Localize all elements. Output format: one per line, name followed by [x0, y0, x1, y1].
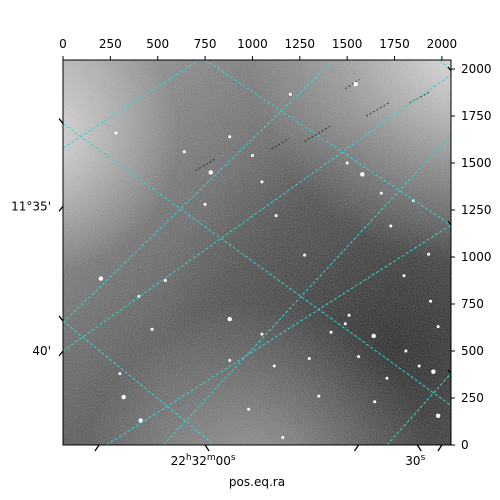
satellite-streak — [365, 102, 390, 117]
star — [98, 276, 104, 281]
right-grid-tick — [447, 66, 452, 72]
star — [429, 299, 433, 303]
top-x-tick-label: 1250 — [285, 37, 316, 51]
right-y-tick-label: 1250 — [461, 203, 492, 217]
star — [227, 316, 232, 322]
grid-line — [63, 60, 335, 324]
star — [329, 330, 333, 334]
star — [317, 394, 321, 398]
top-x-tick-label: 1500 — [332, 37, 363, 51]
top-x-tick-label: 500 — [146, 37, 169, 51]
star — [228, 358, 232, 362]
right-grid-tick — [447, 369, 452, 374]
top-x-tick-label: 0 — [59, 37, 67, 51]
right-y-tick-label: 1000 — [461, 250, 492, 264]
right-y-tick-label: 750 — [461, 297, 484, 311]
dec-minor-tick — [58, 315, 64, 322]
right-y-tick-label: 0 — [461, 438, 469, 452]
star — [208, 170, 213, 175]
ra-minor-tick — [94, 444, 100, 452]
right-grid-tick — [447, 220, 452, 226]
star — [114, 131, 118, 135]
grid-line — [63, 320, 215, 445]
star — [417, 364, 421, 368]
plot-frame — [62, 59, 452, 446]
top-x-tick-label: 750 — [194, 37, 217, 51]
dec-tick-label: 11°35' — [11, 199, 51, 213]
star — [150, 327, 154, 331]
ra-tick-label: 22h32m00s — [171, 453, 236, 468]
grid-line — [163, 134, 451, 445]
right-y-tick-label: 500 — [461, 344, 484, 358]
x-axis-label: pos.eq.ra — [229, 475, 285, 489]
satellite-streak — [344, 78, 360, 90]
star — [427, 252, 431, 256]
star — [250, 153, 254, 157]
star — [260, 180, 264, 184]
star — [228, 135, 232, 139]
grid-line — [386, 373, 451, 445]
ra-tick — [416, 444, 422, 452]
star — [389, 224, 393, 228]
top-x-tick-label: 1750 — [379, 37, 410, 51]
dec-tick — [58, 350, 64, 357]
star — [357, 355, 361, 359]
star — [373, 400, 377, 404]
top-x-tick-label: 1000 — [237, 37, 268, 51]
star — [345, 161, 349, 165]
star — [281, 435, 285, 439]
star — [402, 274, 406, 278]
ra-minor-tick — [437, 444, 443, 452]
star — [307, 357, 311, 361]
right-y-tick-label: 250 — [461, 391, 484, 405]
star — [353, 81, 358, 87]
grid-line — [63, 60, 200, 149]
star — [436, 325, 440, 329]
star — [274, 214, 278, 218]
star — [121, 394, 126, 400]
satellite-streak — [271, 138, 290, 150]
ra-tick-label: 30s — [405, 453, 425, 468]
star — [260, 332, 264, 336]
grid-line — [204, 60, 451, 226]
top-x-tick-label: 250 — [99, 37, 122, 51]
grid-line — [63, 74, 451, 352]
star — [347, 313, 351, 317]
star — [379, 191, 383, 195]
star — [404, 349, 408, 353]
star — [203, 202, 207, 206]
right-y-tick-label: 2000 — [461, 62, 492, 76]
right-y-tick-label: 1750 — [461, 109, 492, 123]
star — [163, 279, 167, 283]
right-y-tick-label: 1500 — [461, 156, 492, 170]
star — [182, 150, 186, 154]
star — [343, 322, 347, 326]
star — [303, 253, 307, 257]
sky-image — [63, 60, 451, 445]
star — [371, 333, 376, 339]
star — [431, 369, 436, 374]
star — [138, 418, 143, 423]
star — [435, 413, 441, 419]
ra-minor-tick — [354, 444, 360, 452]
dec-tick — [58, 205, 64, 212]
top-x-tick-label: 2000 — [427, 37, 458, 51]
star — [272, 364, 276, 368]
dec-tick-label: 40' — [32, 344, 51, 358]
star — [288, 92, 292, 96]
satellite-streak — [304, 125, 331, 142]
ra-tick — [204, 444, 210, 452]
dec-minor-tick — [58, 118, 64, 124]
grid-line — [106, 224, 451, 445]
star — [360, 172, 365, 177]
star — [118, 372, 122, 376]
star — [385, 376, 389, 380]
star — [247, 407, 251, 411]
